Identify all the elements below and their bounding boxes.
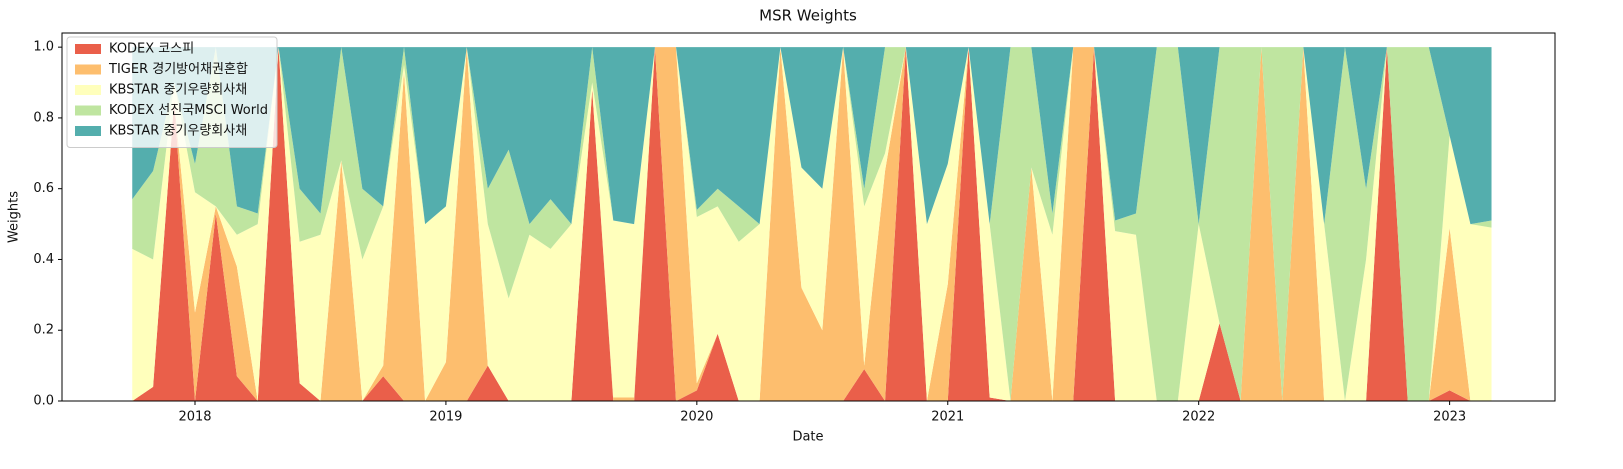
legend-swatch	[75, 44, 101, 54]
plot-frame	[61, 32, 1556, 402]
legend-label: KBSTAR 중기우량회사채	[109, 83, 247, 98]
legend-swatch	[75, 85, 101, 95]
y-tick-label: 0.8	[33, 110, 54, 125]
area	[132, 47, 1492, 402]
y-tick-label: 1.0	[33, 40, 54, 55]
x-tick-label: 2019	[429, 410, 462, 425]
x-tick-label: 2018	[178, 410, 211, 425]
y-tick-label: 0.2	[33, 323, 54, 338]
x-tick-label: 2023	[1433, 410, 1466, 425]
y-tick-label: 0.4	[33, 252, 54, 267]
x-tick-label: 2021	[931, 410, 964, 425]
area	[132, 47, 1492, 402]
area	[132, 47, 1492, 402]
x-tick-label: 2022	[1182, 410, 1215, 425]
y-axis-label: Weights	[7, 191, 22, 243]
y-tick-label: 0.6	[33, 181, 54, 196]
x-tick-label: 2020	[680, 410, 713, 425]
legend-swatch	[75, 126, 101, 136]
area	[132, 47, 1492, 402]
x-axis-label: Date	[792, 430, 823, 445]
legend: KODEX 코스피 TIGER 경기방어채권혼합 KBSTAR 중기우량회사채 KOD…	[66, 36, 278, 148]
area	[132, 47, 1492, 225]
legend-frame	[66, 36, 278, 148]
y-tick-label: 0.0	[33, 394, 54, 409]
legend-label: KBSTAR 중기우량회사채	[109, 124, 247, 139]
legend-label: KODEX 코스피	[109, 42, 194, 57]
legend-swatch	[75, 105, 101, 116]
legend-label: KODEX 선진국MSCI World	[109, 103, 268, 118]
legend-label: TIGER 경기방어채권혼합	[108, 62, 248, 77]
legend-swatch	[75, 64, 101, 75]
chart-title: MSR Weights	[759, 7, 857, 25]
